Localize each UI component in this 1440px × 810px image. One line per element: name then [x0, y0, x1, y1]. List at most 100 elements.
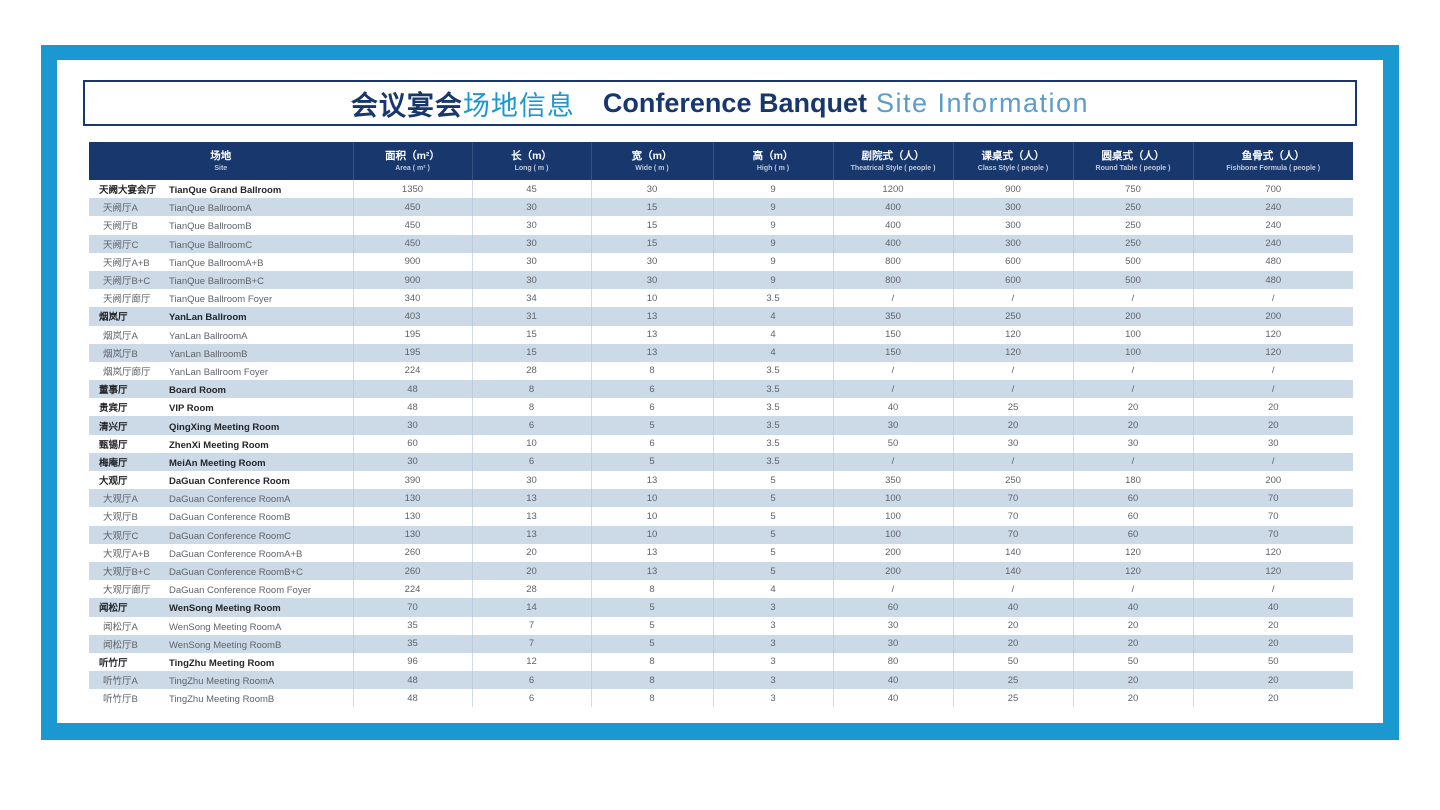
value-cell: 6 [591, 380, 714, 399]
value-cell: 30 [591, 180, 714, 199]
value-cell: 50 [833, 434, 954, 453]
site-cell: 贵宾厅 VIP Room [89, 398, 354, 417]
value-cell: 5 [713, 525, 834, 544]
value-cell: 6 [472, 416, 592, 435]
site-name-cn: 清兴厅 [99, 421, 128, 433]
cyan-frame: 会议宴会 场地信息 Conference Banquet Site Informati… [41, 45, 1399, 740]
value-cell: 400 [833, 216, 954, 235]
column-header-4: 高（m） High ( m ) [713, 142, 834, 180]
column-label-en: Fishbone Formula ( people ) [1226, 165, 1321, 173]
value-cell: 900 [353, 252, 473, 271]
site-cell: 大观厅B DaGuan Conference RoomB [89, 507, 354, 526]
value-cell: 15 [591, 234, 714, 253]
value-cell: 13 [591, 325, 714, 344]
site-name-cn: 闻松厅 [99, 603, 128, 615]
value-cell: 40 [833, 671, 954, 690]
page-title: 会议宴会 场地信息 Conference Banquet Site Informati… [83, 80, 1357, 126]
value-cell: 500 [1073, 270, 1194, 290]
value-cell: 30 [472, 216, 592, 235]
site-name-cn: 大观厅C [103, 530, 139, 542]
value-cell: 30 [1073, 434, 1194, 453]
value-cell: 4 [713, 307, 834, 326]
value-cell: 20 [472, 543, 592, 562]
value-cell: 4 [713, 325, 834, 344]
site-name-cn: 天阙厅A [103, 203, 138, 215]
site-name-en: DaGuan Conference RoomB [169, 512, 291, 524]
value-cell: 70 [953, 489, 1074, 508]
site-name-en: TianQue Grand Ballroom [169, 185, 282, 197]
site-cell: 烟岚厅 YanLan Ballroom [89, 307, 354, 326]
header-row: 场地 Site 面积（m²） Area ( m² ) 长（m） Long ( m ) 宽（m… [89, 142, 1353, 180]
value-cell: 45 [472, 180, 592, 199]
value-cell: 130 [353, 489, 473, 508]
site-name-cn: 闻松厅A [103, 621, 138, 633]
column-label-en: Theatrical Style ( people ) [850, 165, 936, 173]
value-cell: 400 [833, 234, 954, 253]
value-cell: 3.5 [713, 452, 834, 471]
value-cell: 40 [1073, 598, 1194, 617]
value-cell: 8 [591, 671, 714, 690]
column-label-en: Round Table ( people ) [1095, 165, 1171, 173]
value-cell: 96 [353, 652, 473, 672]
value-cell: 480 [1193, 270, 1353, 290]
value-cell: 70 [953, 525, 1074, 544]
value-cell: 6 [472, 689, 592, 708]
value-cell: 5 [713, 543, 834, 562]
value-cell: 20 [1073, 689, 1194, 708]
value-cell: 30 [953, 434, 1074, 453]
value-cell: / [1193, 452, 1353, 471]
value-cell: 5 [591, 598, 714, 617]
site-name-en: YanLan Ballroom [169, 312, 247, 324]
site-cell: 大观厅 DaGuan Conference Room [89, 471, 354, 490]
table-row: 天阙厅A TianQue BallroomA 450 30 15 9 400 300 250 24… [89, 198, 1353, 217]
value-cell: 60 [353, 434, 473, 453]
table-row: 烟岚厅 YanLan Ballroom 403 31 13 4 350 250 200 200 [89, 307, 1353, 326]
value-cell: 30 [833, 416, 954, 435]
table-row: 闻松厅 WenSong Meeting Room 70 14 5 3 60 40 40 40 [89, 598, 1353, 617]
value-cell: 10 [591, 489, 714, 508]
site-name-cn: 闻松厅B [103, 639, 138, 651]
value-cell: / [1193, 380, 1353, 399]
table-row: 天阙厅廊厅 TianQue Ballroom Foyer 340 34 10 3.5// /… [89, 289, 1353, 308]
value-cell: / [953, 380, 1074, 399]
value-cell: 3.5 [713, 380, 834, 399]
value-cell: 480 [1193, 252, 1353, 271]
site-cell: 天阙厅B TianQue BallroomB [89, 216, 354, 235]
value-cell: / [1193, 289, 1353, 308]
value-cell: 300 [953, 198, 1074, 217]
value-cell: 30 [353, 452, 473, 471]
table-row: 甄锡厅 ZhenXi Meeting Room 60 10 6 3.5 50 30 30 30 [89, 434, 1353, 453]
value-cell: 40 [833, 398, 954, 417]
value-cell: 300 [953, 216, 1074, 235]
value-cell: 13 [591, 471, 714, 490]
site-name-en: DaGuan Conference RoomB+C [169, 567, 303, 579]
site-name-en: TianQue BallroomC [169, 239, 253, 251]
site-cell: 梅庵厅 MeiAn Meeting Room [89, 452, 354, 471]
site-name-cn: 天阙厅B+C [103, 276, 151, 288]
value-cell: 800 [833, 270, 954, 290]
value-cell: 100 [1073, 343, 1194, 362]
value-cell: 48 [353, 398, 473, 417]
site-name-en: WenSong Meeting RoomB [169, 639, 282, 651]
column-label-cn: 鱼骨式（人） [1241, 149, 1305, 162]
site-name-en: VIP Room [169, 403, 214, 415]
value-cell: 5 [591, 616, 714, 635]
site-name-cn: 天阙厅廊厅 [103, 294, 151, 306]
value-cell: 180 [1073, 471, 1194, 490]
value-cell: 200 [1193, 471, 1353, 490]
site-cell: 烟岚厅廊厅 YanLan Ballroom Foyer [89, 361, 354, 381]
value-cell: 30 [591, 252, 714, 271]
column-label-en: Long ( m ) [514, 165, 549, 173]
value-cell: 8 [591, 652, 714, 672]
table-row: 烟岚厅廊厅 YanLan Ballroom Foyer 224 28 8 3.5// / / [89, 361, 1353, 381]
site-cell: 听竹厅B TingZhu Meeting RoomB [89, 689, 354, 708]
value-cell: 600 [953, 252, 1074, 271]
value-cell: 30 [833, 616, 954, 635]
value-cell: 390 [353, 471, 473, 490]
value-cell: 120 [953, 343, 1074, 362]
value-cell: 20 [953, 634, 1074, 653]
column-label-en: Class Style ( people ) [977, 165, 1049, 173]
value-cell: 3 [713, 616, 834, 635]
value-cell: 200 [833, 543, 954, 562]
site-name-en: DaGuan Conference Room [169, 476, 290, 488]
